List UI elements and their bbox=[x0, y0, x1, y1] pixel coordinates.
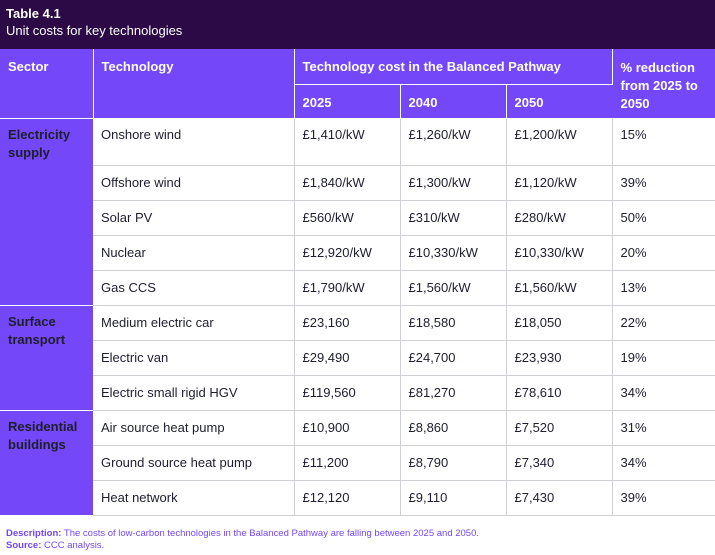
cost-2025-cell: £23,160 bbox=[294, 305, 401, 341]
reduction-cell: 39% bbox=[612, 480, 715, 516]
reduction-cell: 34% bbox=[612, 375, 715, 411]
cost-2050-cell: £23,930 bbox=[506, 340, 613, 376]
sector-column-header: Sector bbox=[0, 49, 94, 119]
technology-cell: Medium electric car bbox=[93, 305, 295, 341]
reduction-cell: 19% bbox=[612, 340, 715, 376]
table-row: Electric van £29,490 £24,700 £23,930 19% bbox=[0, 340, 715, 376]
technology-cell: Electric van bbox=[93, 340, 295, 376]
table-row: Electricity supply Onshore wind £1,410/k… bbox=[0, 118, 715, 306]
table-row: Gas CCS £1,790/kW £1,560/kW £1,560/kW 13… bbox=[0, 270, 715, 306]
cost-2040-cell: £1,560/kW bbox=[400, 270, 507, 306]
technology-cell: Electric small rigid HGV bbox=[93, 375, 295, 411]
sector-surface-transport: Surface transport bbox=[0, 305, 93, 411]
cost-2050-cell: £280/kW bbox=[506, 200, 613, 236]
unit-costs-table: Sector Technology Technology cost in the… bbox=[0, 49, 715, 516]
table-row: Nuclear £12,920/kW £10,330/kW £10,330/kW… bbox=[0, 235, 715, 271]
cost-2040-cell: £310/kW bbox=[400, 200, 507, 236]
technology-cell: Nuclear bbox=[93, 235, 295, 271]
cost-2025-cell: £11,200 bbox=[294, 445, 401, 481]
cost-2040-cell: £1,260/kW bbox=[400, 118, 507, 166]
reduction-column-header: % reduction from 2025 to 2050 bbox=[612, 49, 715, 119]
table-row: Residential buildings Air source heat pu… bbox=[0, 410, 715, 516]
reduction-cell: 50% bbox=[612, 200, 715, 236]
cost-2050-cell: £18,050 bbox=[506, 305, 613, 341]
cost-2050-cell: £1,560/kW bbox=[506, 270, 613, 306]
year-2040-header: 2040 bbox=[400, 84, 507, 119]
table-row: Electric small rigid HGV £119,560 £81,27… bbox=[0, 375, 715, 411]
technology-cell: Heat network bbox=[93, 480, 295, 516]
description-label: Description: bbox=[6, 528, 62, 539]
table-row: Heat network £12,120 £9,110 £7,430 39% bbox=[0, 480, 715, 516]
table-row: Offshore wind £1,840/kW £1,300/kW £1,120… bbox=[0, 165, 715, 201]
cost-2025-cell: £1,790/kW bbox=[294, 270, 401, 306]
table-row: Ground source heat pump £11,200 £8,790 £… bbox=[0, 445, 715, 481]
cost-2050-cell: £7,520 bbox=[506, 410, 613, 446]
reduction-cell: 34% bbox=[612, 445, 715, 481]
cost-2050-cell: £7,430 bbox=[506, 480, 613, 516]
technology-column-header: Technology bbox=[93, 49, 295, 119]
cost-2040-cell: £9,110 bbox=[400, 480, 507, 516]
description-note: Description: The costs of low-carbon tec… bbox=[6, 528, 706, 540]
year-2050-header: 2050 bbox=[506, 84, 613, 119]
reduction-cell: 31% bbox=[612, 410, 715, 446]
cost-2025-cell: £10,900 bbox=[294, 410, 401, 446]
reduction-cell: 39% bbox=[612, 165, 715, 201]
sector-residential-buildings: Residential buildings bbox=[0, 410, 93, 516]
cost-2050-cell: £10,330/kW bbox=[506, 235, 613, 271]
cost-2025-cell: £119,560 bbox=[294, 375, 401, 411]
source-label: Source: bbox=[6, 540, 42, 551]
cost-2025-cell: £29,490 bbox=[294, 340, 401, 376]
technology-cell: Offshore wind bbox=[93, 165, 295, 201]
reduction-cell: 13% bbox=[612, 270, 715, 306]
sector-electricity-supply: Electricity supply bbox=[0, 118, 93, 306]
cost-2040-cell: £8,790 bbox=[400, 445, 507, 481]
source-text: CCC analysis. bbox=[44, 540, 105, 551]
cost-2025-cell: £1,410/kW bbox=[294, 118, 401, 166]
cost-2050-cell: £1,120/kW bbox=[506, 165, 613, 201]
technology-cell: Gas CCS bbox=[93, 270, 295, 306]
reduction-cell: 20% bbox=[612, 235, 715, 271]
cost-2040-cell: £10,330/kW bbox=[400, 235, 507, 271]
source-note: Source: CCC analysis. bbox=[6, 540, 706, 552]
table-caption: Unit costs for key technologies bbox=[6, 23, 183, 38]
cost-2040-cell: £18,580 bbox=[400, 305, 507, 341]
table-number: Table 4.1 bbox=[6, 6, 61, 21]
cost-2050-cell: £7,340 bbox=[506, 445, 613, 481]
cost-2025-cell: £1,840/kW bbox=[294, 165, 401, 201]
cost-2040-cell: £8,860 bbox=[400, 410, 507, 446]
cost-2025-cell: £560/kW bbox=[294, 200, 401, 236]
cost-2050-cell: £78,610 bbox=[506, 375, 613, 411]
cost-2040-cell: £24,700 bbox=[400, 340, 507, 376]
technology-cell: Ground source heat pump bbox=[93, 445, 295, 481]
description-text: The costs of low-carbon technologies in … bbox=[63, 528, 480, 539]
reduction-cell: 22% bbox=[612, 305, 715, 341]
cost-group-header: Technology cost in the Balanced Pathway bbox=[294, 49, 613, 85]
reduction-cell: 15% bbox=[612, 118, 715, 166]
technology-cell: Solar PV bbox=[93, 200, 295, 236]
technology-cell: Onshore wind bbox=[93, 118, 295, 166]
technology-cell: Air source heat pump bbox=[93, 410, 295, 446]
table-title-bar: Table 4.1 Unit costs for key technologie… bbox=[0, 0, 715, 49]
table-row: Solar PV £560/kW £310/kW £280/kW 50% bbox=[0, 200, 715, 236]
cost-2040-cell: £1,300/kW bbox=[400, 165, 507, 201]
table-footer: Description: The costs of low-carbon tec… bbox=[6, 528, 706, 552]
cost-2040-cell: £81,270 bbox=[400, 375, 507, 411]
year-2025-header: 2025 bbox=[294, 84, 401, 119]
cost-2025-cell: £12,920/kW bbox=[294, 235, 401, 271]
table-row: Surface transport Medium electric car £2… bbox=[0, 305, 715, 411]
cost-2025-cell: £12,120 bbox=[294, 480, 401, 516]
cost-2050-cell: £1,200/kW bbox=[506, 118, 613, 166]
